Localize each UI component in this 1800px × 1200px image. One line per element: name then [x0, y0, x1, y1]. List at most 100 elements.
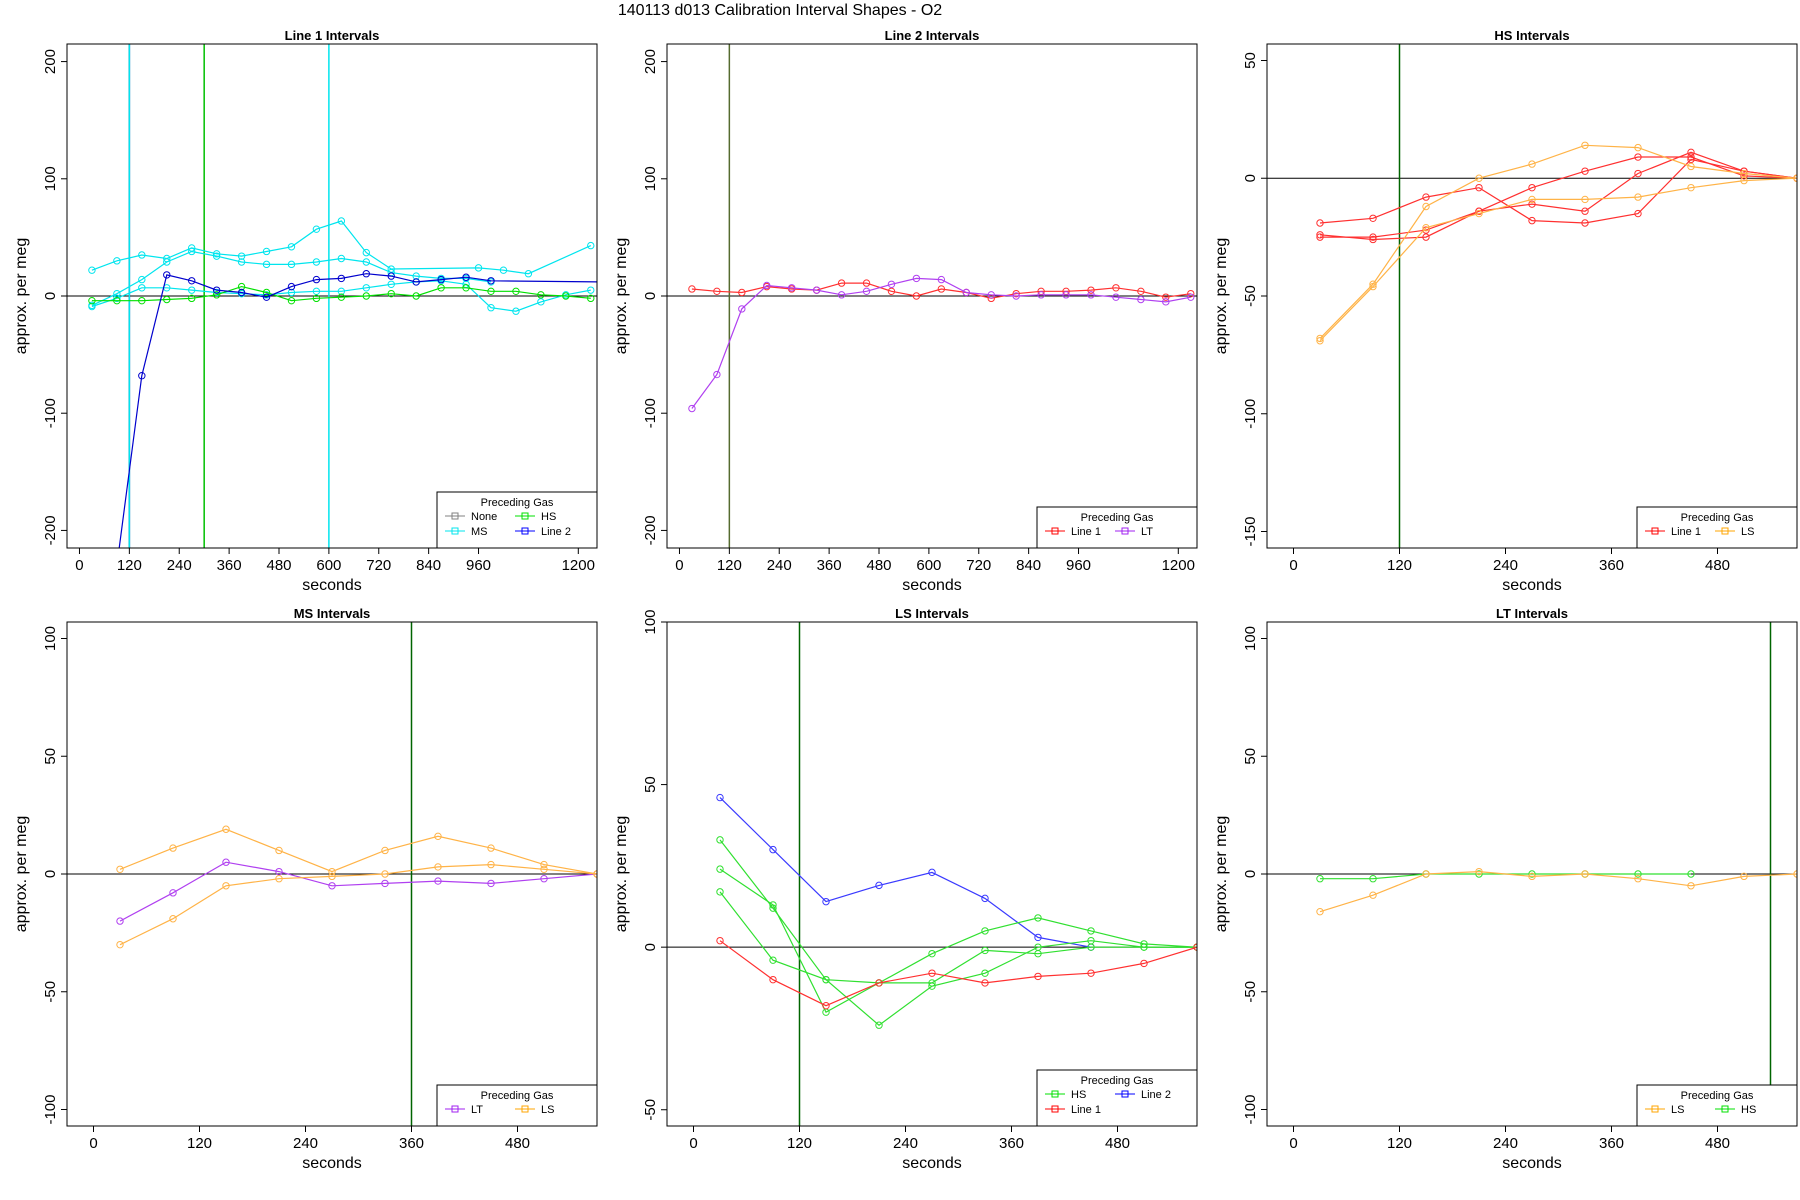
legend-box	[436, 1084, 598, 1127]
y-tick-label: -50	[42, 981, 59, 1003]
x-tick-label: 360	[817, 557, 842, 574]
data-point	[1369, 891, 1377, 899]
data-point	[237, 252, 246, 260]
data-point	[312, 294, 321, 303]
series-line	[118, 273, 597, 548]
series-line	[691, 282, 1191, 299]
y-tick-label: 0	[42, 292, 59, 300]
x-tick-label: 840	[416, 557, 441, 574]
data-point	[1528, 870, 1536, 878]
data-point	[222, 858, 230, 866]
data-point	[487, 287, 495, 296]
series-line	[119, 861, 597, 922]
data-point	[116, 940, 124, 949]
data-point	[262, 260, 271, 269]
x-tick-label: 840	[1016, 557, 1041, 574]
data-point	[540, 860, 548, 869]
legend-label: LS	[1741, 526, 1754, 538]
data-point	[237, 282, 246, 291]
series-line	[1319, 158, 1797, 224]
x-tick-label: 0	[1289, 557, 1297, 574]
data-point	[822, 897, 830, 906]
y-tick-label: -150	[1242, 516, 1259, 546]
legend-marker	[1721, 1105, 1729, 1113]
legend-title: Preceding Gas	[1081, 1075, 1154, 1087]
data-point	[262, 247, 271, 256]
data-point	[113, 257, 121, 265]
data-point	[1740, 176, 1748, 185]
chart-line-1-intervals: Line 1 Intervals 0 120 240 360 480 600 720 840 96…	[13, 28, 598, 594]
series-line	[719, 868, 1197, 1014]
data-point	[562, 292, 570, 300]
plot-area	[1267, 622, 1797, 1126]
data-point	[862, 279, 871, 287]
data-point	[328, 872, 336, 881]
data-point	[212, 286, 221, 294]
data-point	[462, 284, 470, 292]
data-point	[688, 285, 696, 293]
data-point	[1062, 291, 1070, 299]
data-point	[1034, 943, 1042, 951]
chart-lt-intervals: LT Intervals 0 120 240 360 480 -100 -50 0 50 100 se…	[1213, 606, 1798, 1172]
data-point	[769, 845, 777, 854]
chart-title: HS Intervals	[1494, 28, 1569, 43]
data-point	[188, 294, 196, 303]
data-point	[412, 278, 420, 286]
data-point	[1316, 219, 1324, 227]
data-point	[312, 287, 321, 296]
plot-area	[667, 44, 1197, 548]
y-tick-label: -100	[42, 398, 59, 428]
data-point	[1137, 295, 1145, 304]
series-line	[1319, 177, 1797, 342]
plot-frame	[666, 621, 1198, 1127]
data-point	[434, 863, 442, 871]
data-point	[1634, 143, 1642, 152]
data-point	[437, 284, 445, 292]
x-axis-label: seconds	[1502, 1155, 1562, 1172]
data-point	[716, 836, 724, 844]
y-tick-label: 50	[42, 748, 59, 765]
data-point	[1422, 193, 1430, 201]
legend-marker	[451, 1105, 459, 1113]
data-point	[262, 291, 271, 299]
data-point	[381, 870, 389, 878]
legend-marker	[521, 1105, 529, 1113]
data-point	[362, 292, 370, 300]
data-point	[928, 949, 936, 958]
data-point	[713, 287, 721, 296]
data-point	[1634, 153, 1642, 161]
legend-box	[1036, 1069, 1198, 1127]
y-tick-label: -100	[1242, 1094, 1259, 1124]
data-point	[337, 274, 346, 283]
data-point	[1422, 870, 1430, 878]
x-tick-label: 360	[217, 557, 242, 574]
y-tick-label: -50	[642, 1099, 659, 1121]
x-tick-label: 0	[75, 557, 83, 574]
data-point	[212, 291, 221, 299]
chart-line-2-intervals: Line 2 Intervals 0 120 240 360 480 600 720 840 96…	[613, 28, 1198, 594]
legend-marker	[1651, 527, 1659, 535]
data-point	[163, 271, 171, 279]
data-point	[1422, 224, 1430, 232]
x-tick-label: 0	[689, 1135, 697, 1152]
data-point	[912, 292, 921, 300]
data-point	[981, 894, 989, 903]
legend-label: Line 2	[541, 526, 571, 538]
y-tick-label: 50	[1242, 748, 1259, 765]
y-tick-label: 100	[42, 626, 59, 651]
data-point	[769, 975, 777, 984]
y-tick-label: 50	[642, 776, 659, 793]
legend-title: Preceding Gas	[481, 1090, 554, 1102]
legend: Preceding Gas None HS MS Line 2	[436, 491, 598, 549]
data-point	[537, 291, 545, 299]
data-point	[1187, 289, 1195, 298]
data-point	[1162, 298, 1170, 306]
data-point	[512, 307, 520, 315]
x-tick-label: 0	[675, 557, 683, 574]
data-point	[169, 915, 177, 923]
plot-area	[67, 44, 597, 548]
data-point	[163, 295, 171, 304]
x-tick-label: 240	[1493, 557, 1518, 574]
y-tick-label: 50	[1242, 52, 1259, 69]
y-axis-label: approx. per meg	[13, 238, 30, 355]
